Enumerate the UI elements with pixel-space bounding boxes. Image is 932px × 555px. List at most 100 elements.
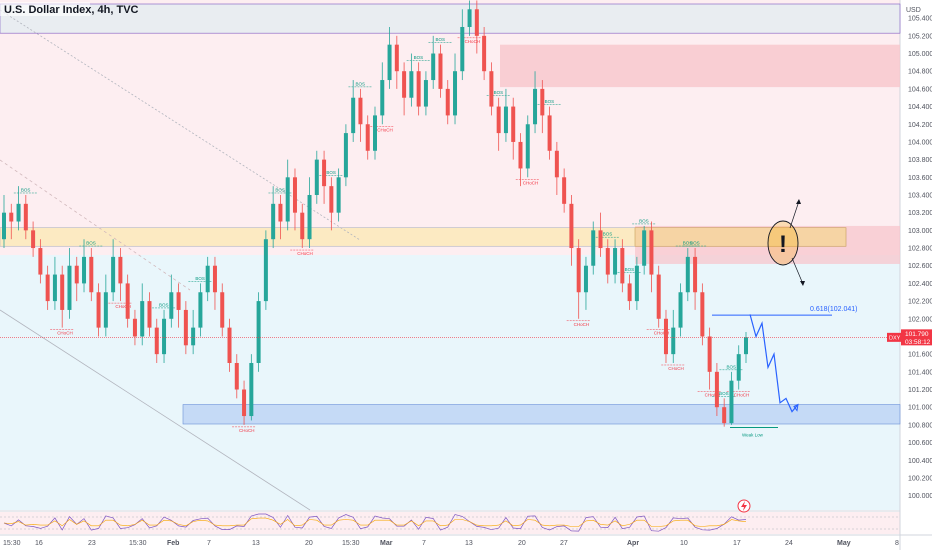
arrow-down-line	[791, 257, 804, 285]
structure-label: BOS	[21, 187, 31, 192]
candle-body	[278, 203, 283, 222]
candle-body	[227, 327, 232, 363]
zone-supply-right	[500, 44, 900, 88]
candle-body	[380, 80, 385, 116]
candle-body	[343, 133, 348, 178]
x-tick-label: 24	[785, 540, 793, 547]
candle-body	[583, 265, 588, 293]
candle-body	[613, 248, 618, 275]
y-tick-label: 103.200	[908, 210, 932, 217]
x-tick-label: 13	[465, 540, 473, 547]
y-tick-label: 102.000	[908, 316, 932, 323]
y-tick-label: 102.400	[908, 281, 932, 288]
structure-label: BOS	[690, 241, 700, 246]
candle-body	[329, 186, 334, 213]
y-tick-label: 105.000	[908, 51, 932, 58]
structure-label: BOS	[603, 232, 613, 237]
candles-layer	[1, 0, 749, 427]
structure-label: CHoCH	[115, 304, 131, 309]
price-badge-value: 101.790	[905, 331, 929, 338]
candle-body	[511, 106, 516, 142]
candle-body	[125, 283, 130, 319]
candle-body	[518, 141, 523, 169]
arrow-up-line	[789, 200, 800, 229]
trendline-dashed[interactable]	[0, 159, 191, 291]
x-axis[interactable]: 15:30 16 23 15:30 Feb 7 13 20 15:30 Mar 7 13 20 27 Apr…	[3, 540, 899, 547]
zone-overlap	[634, 227, 847, 247]
y-tick-label: 103.800	[908, 157, 932, 164]
structure-label: BOS	[195, 276, 205, 281]
structure-label: BOS	[275, 187, 285, 192]
y-tick-label: 105.400	[908, 16, 932, 23]
candle-body	[74, 265, 79, 284]
candle-body	[9, 212, 14, 222]
candle-body	[263, 239, 268, 302]
candle-body	[605, 248, 610, 275]
candle-body	[693, 256, 698, 293]
y-tick-label: 102.200	[908, 299, 932, 306]
candle-body	[460, 26, 465, 72]
candle-body	[31, 230, 36, 249]
structure-label: CHoCH	[734, 393, 750, 398]
structure-label: BOS	[435, 37, 445, 42]
projection-path[interactable]	[749, 314, 799, 413]
candle-body	[162, 318, 167, 355]
candle-body	[685, 256, 690, 293]
candle-body	[82, 256, 87, 284]
candle-body	[67, 265, 72, 310]
candle-body	[372, 115, 378, 151]
candle-body	[285, 177, 290, 222]
candle-body	[525, 124, 530, 169]
candle-body	[503, 106, 508, 134]
candle-body	[409, 71, 414, 98]
candle-body	[16, 203, 21, 222]
candle-body	[642, 230, 647, 266]
y-tick-label: 100.800	[908, 422, 932, 429]
candle-body	[591, 230, 596, 266]
candle-body	[154, 327, 159, 355]
structure-label: BOS	[719, 391, 729, 396]
x-tick-label: 15:30	[3, 540, 21, 547]
trendline-upper[interactable]	[0, 9, 361, 241]
zone-top-supply	[0, 3, 901, 34]
candle-body	[722, 407, 727, 424]
plot-background-upper	[0, 0, 900, 255]
candle-body	[1, 212, 7, 240]
candle-body	[714, 371, 719, 408]
candle-body	[242, 389, 247, 417]
warning-ellipse	[767, 220, 799, 266]
y-tick-label: 100.400	[908, 458, 932, 465]
x-tick-label: Feb	[167, 540, 179, 547]
projection-arrowhead	[793, 403, 799, 412]
candle-body	[482, 35, 487, 72]
candle-body	[96, 292, 101, 328]
currency-label: USD	[906, 7, 921, 14]
candle-body	[336, 177, 341, 213]
y-axis[interactable]: 105.400 105.200 105.000 104.800 104.600 104.4…	[908, 16, 932, 500]
candle-body	[423, 80, 428, 107]
y-tick-label: 104.000	[908, 139, 932, 146]
warning-marker[interactable]: !	[767, 199, 805, 286]
candle-body	[671, 327, 676, 355]
y-tick-label: 101.400	[908, 369, 932, 376]
lightning-icon[interactable]	[737, 499, 751, 513]
x-tick-label: 8	[895, 540, 899, 547]
candle-body	[729, 380, 734, 424]
structure-label: BOS	[86, 241, 96, 246]
structure-label: BOS	[159, 302, 169, 307]
structure-label: CHoCH	[654, 331, 670, 336]
candle-body	[620, 248, 625, 284]
structure-label: BOS	[545, 99, 555, 104]
structure-label: CHoCH	[705, 393, 721, 398]
x-tick-label: 15:30	[129, 540, 147, 547]
x-tick-label: 10	[680, 540, 688, 547]
candle-body	[314, 159, 319, 195]
y-tick-label: 103.000	[908, 228, 932, 235]
fib-level-label: 0.618(102.041)	[810, 306, 857, 313]
trendline-lower[interactable]	[0, 309, 311, 511]
structure-label: BOS	[494, 90, 504, 95]
chart-title: U.S. Dollar Index, 4h, TVC	[4, 4, 139, 16]
candle-body	[736, 354, 741, 381]
